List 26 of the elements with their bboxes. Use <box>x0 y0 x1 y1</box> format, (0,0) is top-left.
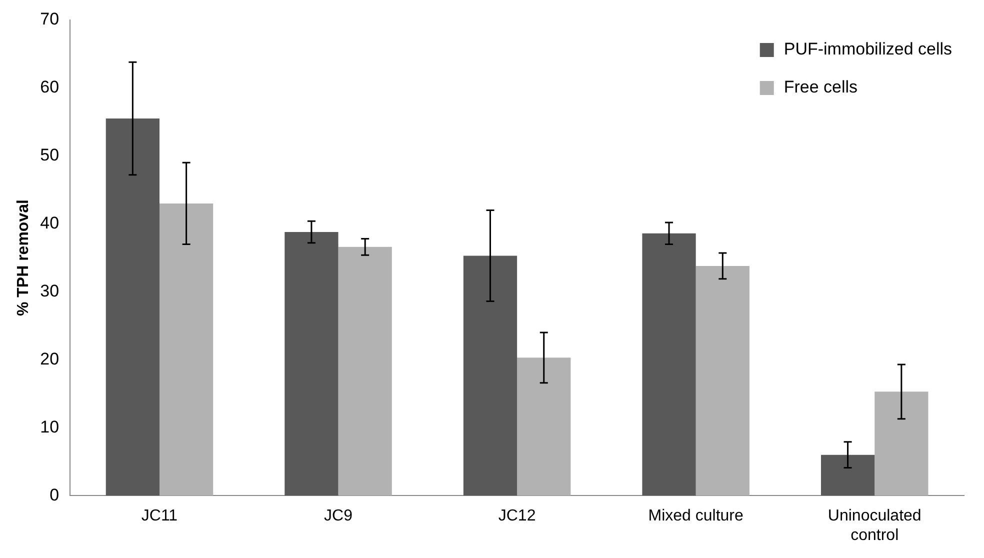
legend-label: PUF-immobilized cells <box>784 40 952 59</box>
y-tick-label: 0 <box>50 485 60 504</box>
x-tick-label: JC9 <box>324 508 353 525</box>
bar <box>642 233 696 496</box>
y-tick-label: 40 <box>40 214 60 233</box>
y-tick-label: 70 <box>40 10 60 29</box>
bar <box>160 203 214 496</box>
bar <box>106 118 160 496</box>
y-tick-label: 50 <box>40 146 60 165</box>
y-axis-title: % TPH removal <box>15 200 32 316</box>
bar <box>517 358 571 496</box>
x-tick-label: JC11 <box>141 508 178 525</box>
y-tick-label: 20 <box>40 349 60 368</box>
y-tick-label: 30 <box>40 281 60 300</box>
bar <box>284 232 338 496</box>
x-tick-label: Mixed culture <box>648 508 744 525</box>
x-tick-label: JC12 <box>498 508 536 525</box>
bar <box>696 266 750 496</box>
legend-label: Free cells <box>784 78 858 97</box>
x-tick-label: Uninoculated control <box>828 508 922 544</box>
y-tick-label: 10 <box>40 417 60 436</box>
bar <box>463 256 518 496</box>
bar <box>874 392 928 496</box>
bar <box>820 454 875 496</box>
bar <box>338 246 392 496</box>
y-tick-label: 60 <box>40 78 60 97</box>
